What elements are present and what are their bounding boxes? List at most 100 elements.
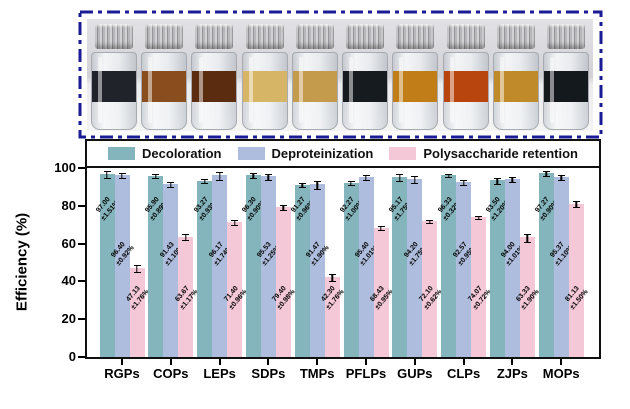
vial-5	[291, 24, 338, 131]
vial-cap	[396, 24, 435, 49]
legend-item-decoloration: Decoloration	[108, 146, 222, 161]
error-bar-line	[185, 235, 187, 240]
error-bar-MOPs-1	[557, 174, 565, 181]
x-tick-PFLPs	[365, 359, 367, 365]
y-tick-0	[78, 356, 85, 358]
error-bar-line	[429, 220, 431, 223]
bar-polysaccharide-retention-PFLPs	[373, 227, 389, 357]
error-bar-CLPs-1	[460, 180, 468, 186]
y-axis-title: Efficiency (%)	[13, 212, 31, 312]
error-bar-CLPs-0	[445, 174, 453, 178]
bar-decoloration-ZJPs	[489, 180, 505, 357]
x-tick-RGPs	[121, 359, 123, 365]
bar-polysaccharide-retention-CLPs	[471, 217, 487, 357]
y-tick-label-60: 60	[61, 235, 76, 251]
error-bar-line	[233, 221, 236, 225]
error-bar-line	[267, 175, 270, 180]
legend-label-decoloration: Decoloration	[142, 146, 222, 161]
error-bar-GUPs-0	[396, 173, 404, 183]
error-bar-line	[252, 174, 255, 178]
error-bar-MOPs-2	[572, 200, 580, 209]
vial-glass	[492, 52, 539, 130]
bar-decoloration-CLPs	[441, 174, 457, 357]
vial-glass	[91, 52, 137, 130]
vial-cap	[446, 24, 485, 49]
vial-glass-highlight	[98, 56, 103, 123]
error-bar-GUPs-2	[426, 219, 434, 224]
vial-cap	[496, 24, 535, 49]
y-tick-60	[78, 242, 85, 245]
vial-3	[191, 24, 238, 131]
vial-glass-highlight	[349, 56, 354, 123]
vial-glass-highlight	[550, 56, 555, 123]
vial-2	[141, 24, 188, 131]
x-tick-TMPs	[316, 359, 319, 365]
x-tick-GUPs	[413, 359, 416, 365]
error-bar-line	[511, 178, 514, 183]
error-bar-MOPs-0	[542, 171, 550, 177]
bar-deproteinization-TMPs	[309, 184, 325, 357]
vial-9	[492, 24, 539, 131]
vial-cap	[546, 24, 585, 49]
error-bar-line	[155, 175, 157, 179]
bar-deproteinization-LEPs	[212, 175, 228, 357]
vial-glass	[342, 52, 389, 130]
x-tick-label-RGPs: RGPs	[104, 366, 140, 381]
error-bar-line	[575, 201, 577, 208]
bar-polysaccharide-retention-LEPs	[227, 222, 243, 357]
vials-photo	[87, 19, 593, 131]
error-bar-line	[526, 234, 529, 242]
x-tick-label-LEPs: LEPs	[203, 366, 236, 381]
x-tick-label-ZJPs: ZJPs	[496, 366, 528, 381]
vial-glass	[392, 52, 439, 130]
error-bar-ZJPs-2	[523, 233, 531, 243]
error-bar-TMPs-1	[313, 180, 321, 190]
error-bar-line	[203, 179, 206, 184]
y-tick-80	[78, 204, 85, 207]
vial-glass	[241, 52, 288, 130]
legend-swatch-decoloration	[108, 147, 136, 160]
x-tick-MOPs	[560, 359, 563, 365]
bar-decoloration-PFLPs	[343, 182, 359, 357]
vial-6	[342, 24, 389, 131]
error-bar-COPs-0	[152, 174, 160, 180]
x-tick-label-GUPs: GUPs	[397, 366, 433, 381]
error-bar-line	[301, 183, 303, 188]
y-tick-label-0: 0	[68, 349, 76, 364]
vial-cap	[346, 24, 385, 49]
bar-polysaccharide-retention-MOPs	[568, 203, 584, 357]
error-bar-PFLPs-0	[347, 180, 355, 187]
error-bar-line	[399, 174, 401, 182]
vial-cap	[195, 24, 234, 49]
error-bar-SDPs-2	[279, 205, 287, 211]
bar-deproteinization-GUPs	[407, 178, 423, 357]
vial-glass	[291, 52, 338, 130]
x-tick-label-CLPs: CLPs	[446, 366, 481, 381]
vial-glass-highlight	[299, 56, 303, 123]
y-tick-label-20: 20	[61, 311, 76, 327]
error-bar-line	[560, 175, 562, 180]
error-bar-line	[136, 265, 138, 273]
vial-cap	[245, 24, 284, 49]
bar-polysaccharide-retention-ZJPs	[519, 237, 535, 357]
x-tick-label-COPs: COPs	[153, 366, 189, 381]
bar-chart: Decoloration Deproteinization Polysaccha…	[85, 139, 601, 359]
vial-cap	[95, 24, 133, 49]
error-bar-line	[545, 172, 547, 176]
error-bar-line	[282, 206, 285, 210]
error-bar-line	[218, 172, 221, 180]
error-bar-RGPs-0	[103, 170, 111, 179]
y-tick-label-40: 40	[61, 273, 76, 289]
vial-4	[241, 24, 288, 131]
bar-decoloration-TMPs	[294, 184, 310, 357]
x-tick-ZJPs	[511, 359, 514, 365]
vial-8	[442, 24, 489, 131]
error-bar-line	[106, 171, 108, 178]
bar-decoloration-RGPs	[99, 173, 115, 357]
vial-cap	[295, 24, 334, 49]
error-bar-TMPs-2	[328, 273, 336, 283]
error-bar-line	[477, 216, 480, 220]
x-tick-CLPs	[462, 359, 465, 365]
error-bar-COPs-2	[182, 234, 190, 241]
bar-polysaccharide-retention-TMPs	[324, 277, 340, 357]
